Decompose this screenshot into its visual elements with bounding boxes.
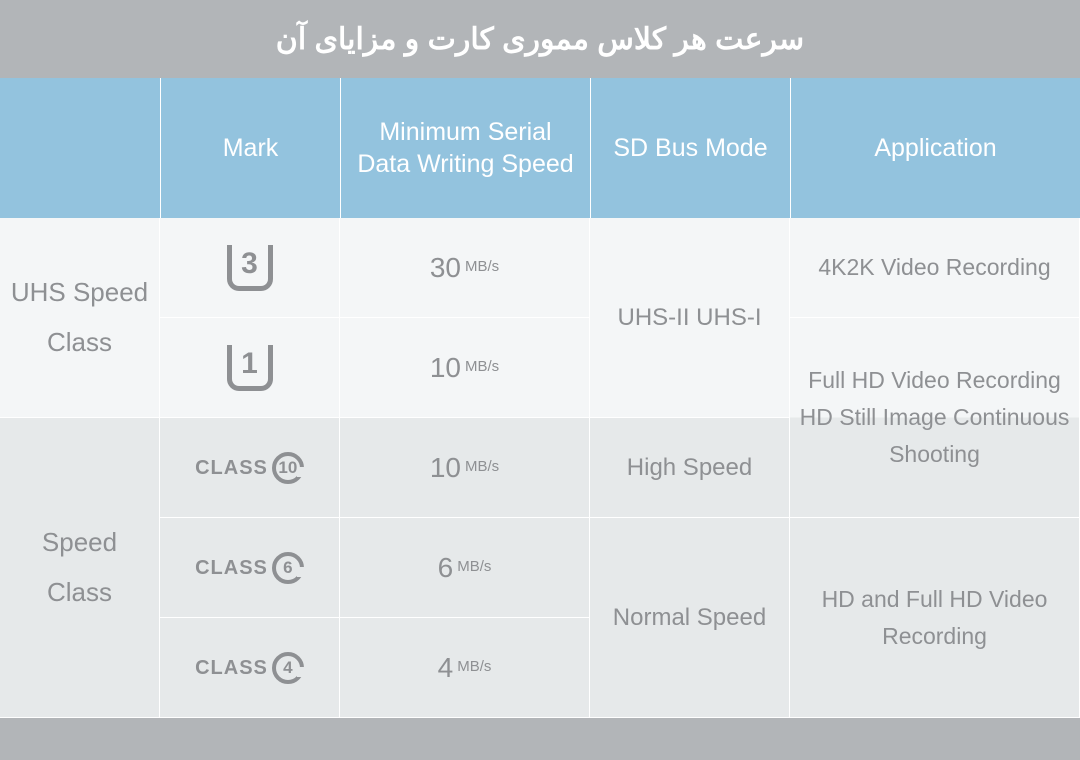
header-rowgroup: [0, 78, 160, 218]
page-title: سرعت هر کلاس مموری کارت و مزایای آن: [276, 22, 804, 57]
speed-cell: 10MB/s: [340, 318, 590, 418]
mark-cell: CLASS 10: [160, 418, 340, 518]
busmode-cell: High Speed: [590, 418, 790, 518]
header-busmode: SD Bus Mode: [590, 78, 790, 218]
speed-cell: 4MB/s: [340, 618, 590, 718]
speed-cell: 6MB/s: [340, 518, 590, 618]
class-4-icon: CLASS 4: [195, 652, 304, 684]
rowgroup-uhs: UHS Speed Class: [0, 218, 160, 418]
header-application: Application: [790, 78, 1080, 218]
table-body: UHS Speed Class Speed Class 3 1 CLASS 10…: [0, 218, 1080, 718]
table-header-row: Mark Minimum Serial Data Writing Speed S…: [0, 78, 1080, 218]
uhs-1-icon: 1: [227, 345, 273, 391]
uhs-3-icon: 3: [227, 245, 273, 291]
application-cell: 4K2K Video Recording: [790, 218, 1080, 318]
application-cell: HD and Full HD Video Recording: [790, 518, 1080, 718]
header-mark: Mark: [160, 78, 340, 218]
title-bar: سرعت هر کلاس مموری کارت و مزایای آن: [0, 0, 1080, 78]
rowgroup-speedclass: Speed Class: [0, 418, 160, 718]
mark-cell: 1: [160, 318, 340, 418]
speed-cell: 30MB/s: [340, 218, 590, 318]
class-10-icon: CLASS 10: [195, 452, 304, 484]
mark-cell: CLASS 6: [160, 518, 340, 618]
busmode-cell: Normal Speed: [590, 518, 790, 718]
busmode-cell: UHS-II UHS-I: [590, 218, 790, 418]
mark-cell: CLASS 4: [160, 618, 340, 718]
application-cell: Full HD Video Recording HD Still Image C…: [790, 318, 1080, 518]
speed-cell: 10MB/s: [340, 418, 590, 518]
header-speed: Minimum Serial Data Writing Speed: [340, 78, 590, 218]
mark-cell: 3: [160, 218, 340, 318]
class-6-icon: CLASS 6: [195, 552, 304, 584]
